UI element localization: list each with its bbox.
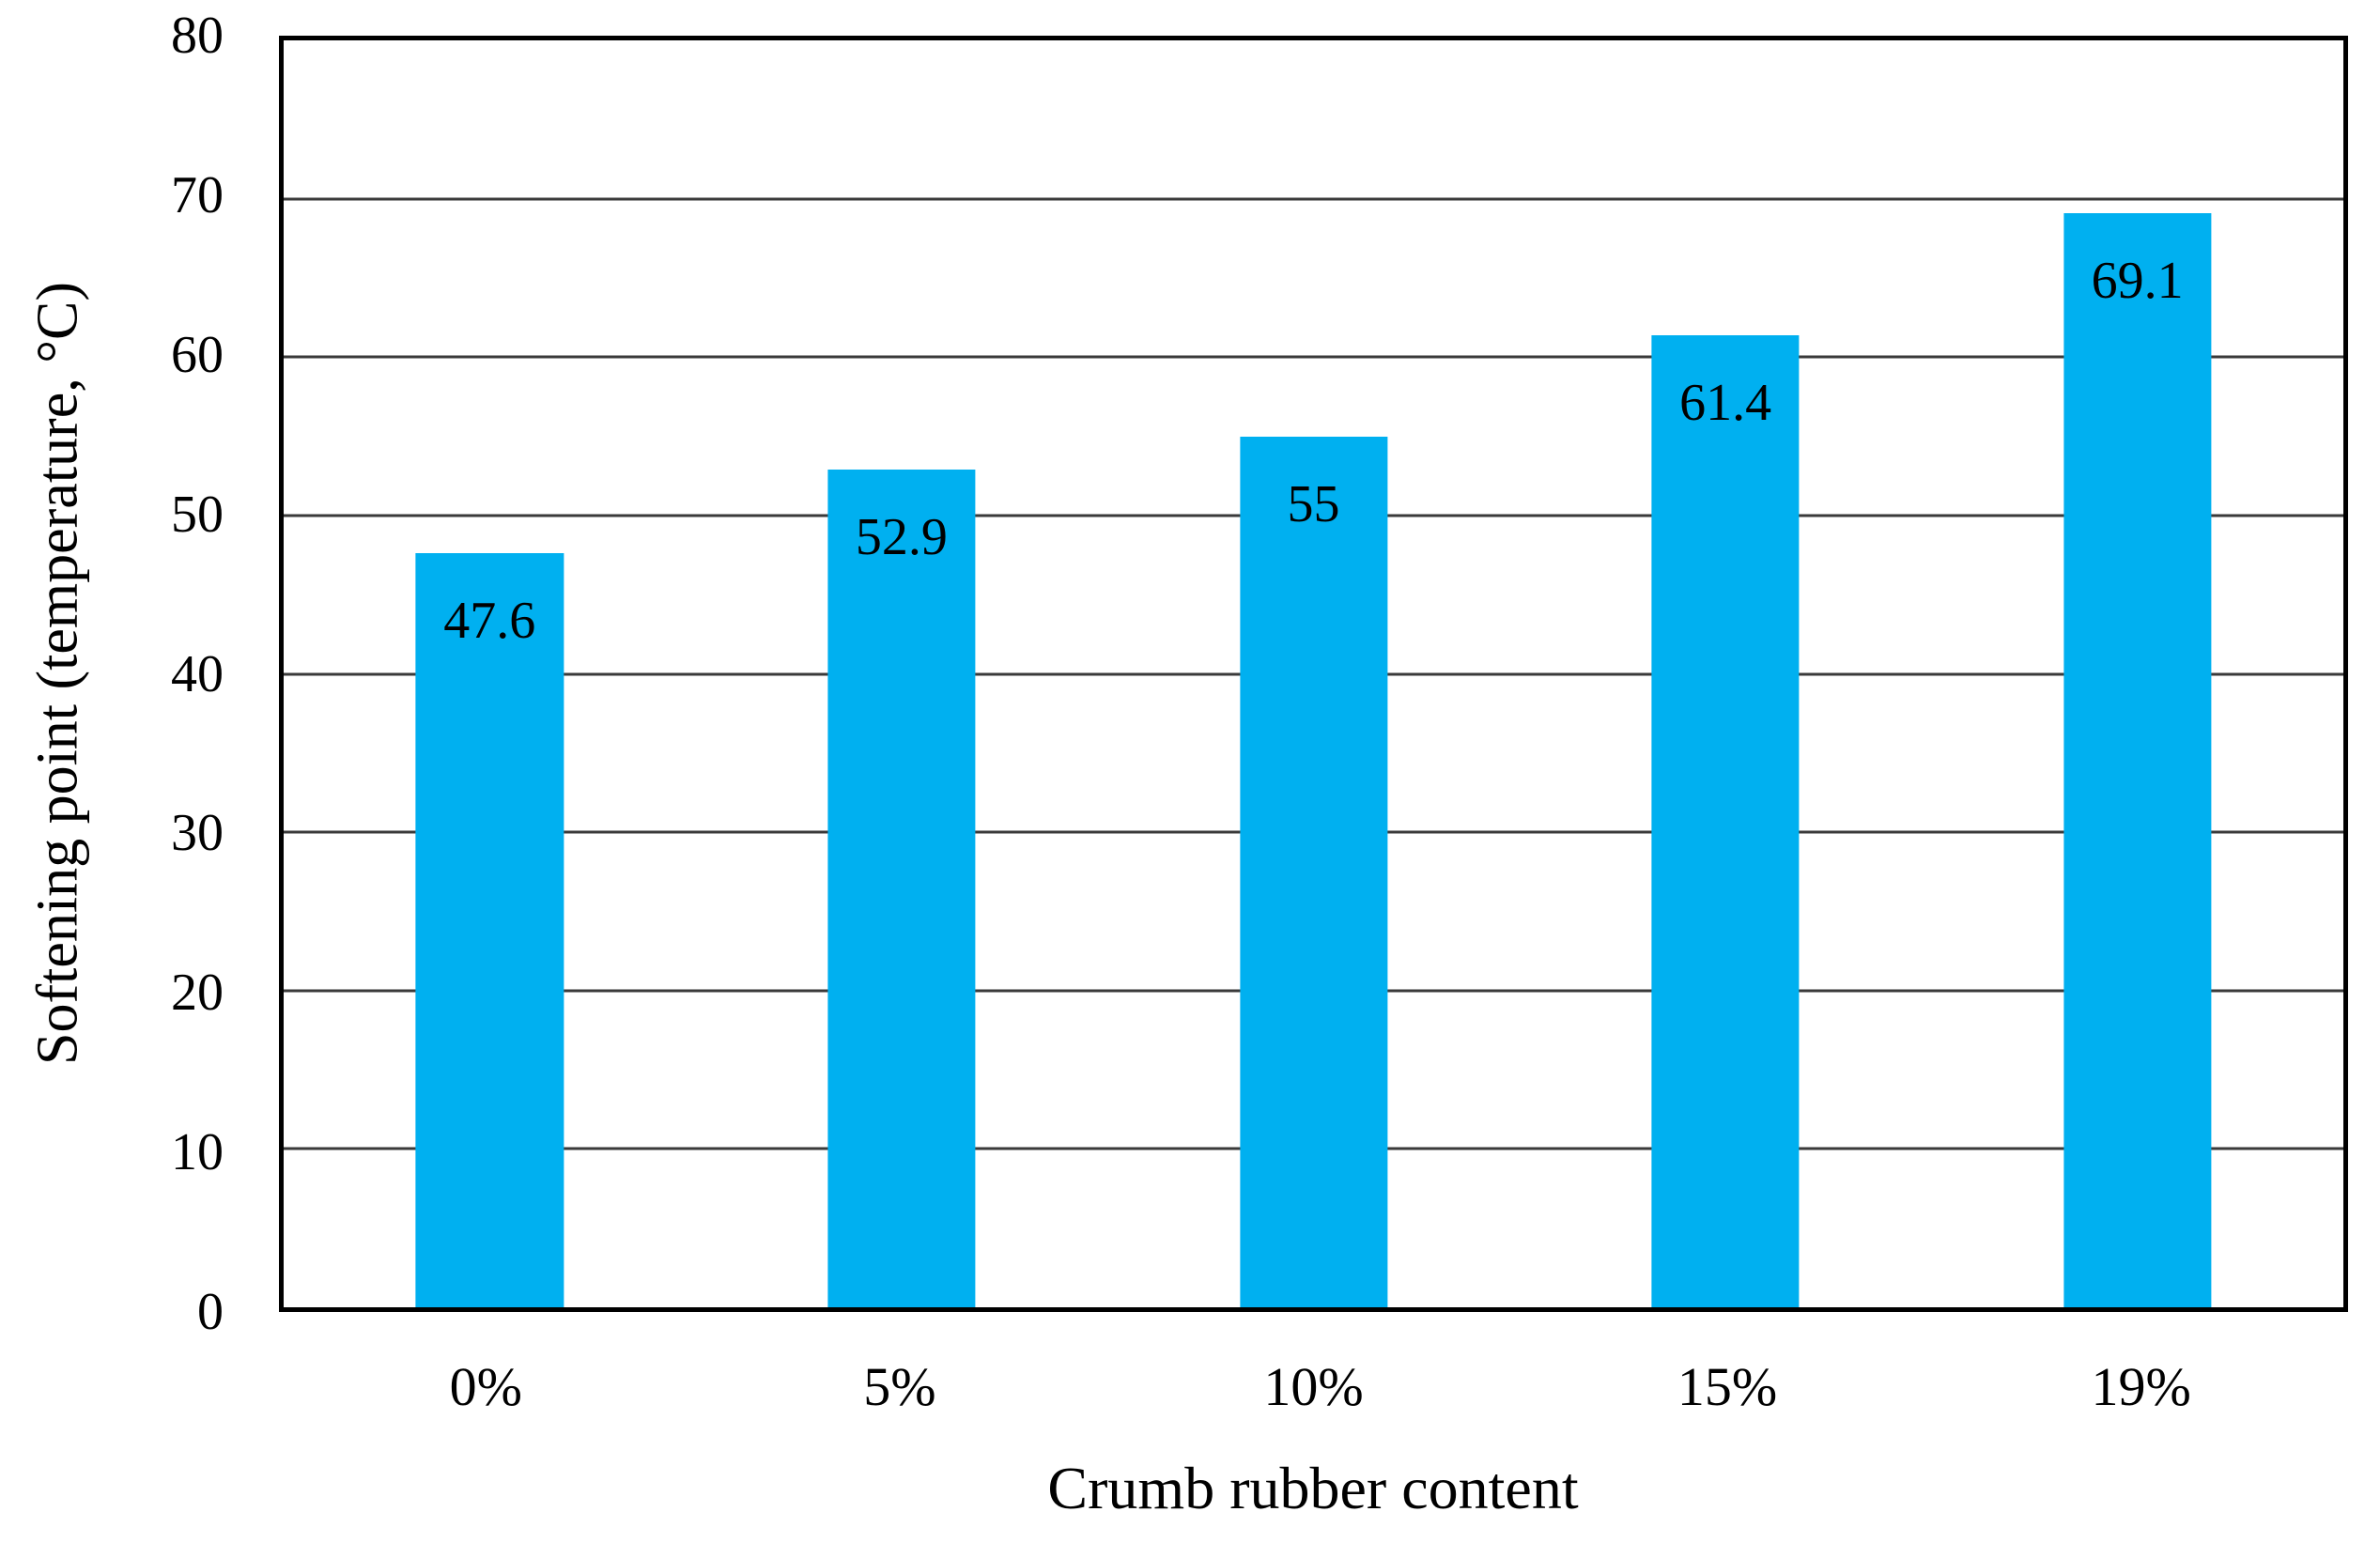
y-tick-label: 0 bbox=[197, 1283, 224, 1341]
bar-value-label: 61.4 bbox=[1679, 373, 1772, 432]
bar-value-label: 55 bbox=[1287, 474, 1340, 533]
y-tick-label: 80 bbox=[171, 7, 224, 65]
bar: 69.1 bbox=[2063, 212, 2212, 1307]
bar: 55 bbox=[1239, 436, 1388, 1307]
y-tick-label: 60 bbox=[171, 325, 224, 384]
bar-value-label: 52.9 bbox=[855, 507, 948, 566]
y-tick-label: 40 bbox=[171, 644, 224, 703]
plot-area: 47.6 52.9 55 61.4 69.1 bbox=[279, 36, 2348, 1312]
y-axis-ticks: 0 10 20 30 40 50 60 70 80 bbox=[0, 9, 227, 1338]
x-axis-ticks: 0% 5% 10% 15% 19% bbox=[279, 1360, 2348, 1426]
bar: 61.4 bbox=[1651, 334, 1800, 1307]
x-tick-label: 0% bbox=[449, 1356, 522, 1417]
bar: 47.6 bbox=[415, 553, 564, 1307]
y-tick-label: 50 bbox=[171, 485, 224, 544]
y-tick-label: 70 bbox=[171, 165, 224, 224]
gridline bbox=[284, 197, 2343, 201]
bar-value-label: 69.1 bbox=[2091, 251, 2184, 310]
y-tick-label: 10 bbox=[171, 1123, 224, 1182]
x-tick-label: 19% bbox=[2091, 1356, 2191, 1417]
x-axis-title: Crumb rubber content bbox=[1047, 1455, 1579, 1521]
y-tick-label: 20 bbox=[171, 964, 224, 1023]
bar: 52.9 bbox=[827, 469, 976, 1307]
y-tick-label: 30 bbox=[171, 804, 224, 863]
x-tick-label: 5% bbox=[863, 1356, 936, 1417]
gridline bbox=[284, 355, 2343, 359]
x-tick-label: 15% bbox=[1677, 1356, 1778, 1417]
x-tick-label: 10% bbox=[1263, 1356, 1364, 1417]
bar-value-label: 47.6 bbox=[443, 592, 536, 651]
